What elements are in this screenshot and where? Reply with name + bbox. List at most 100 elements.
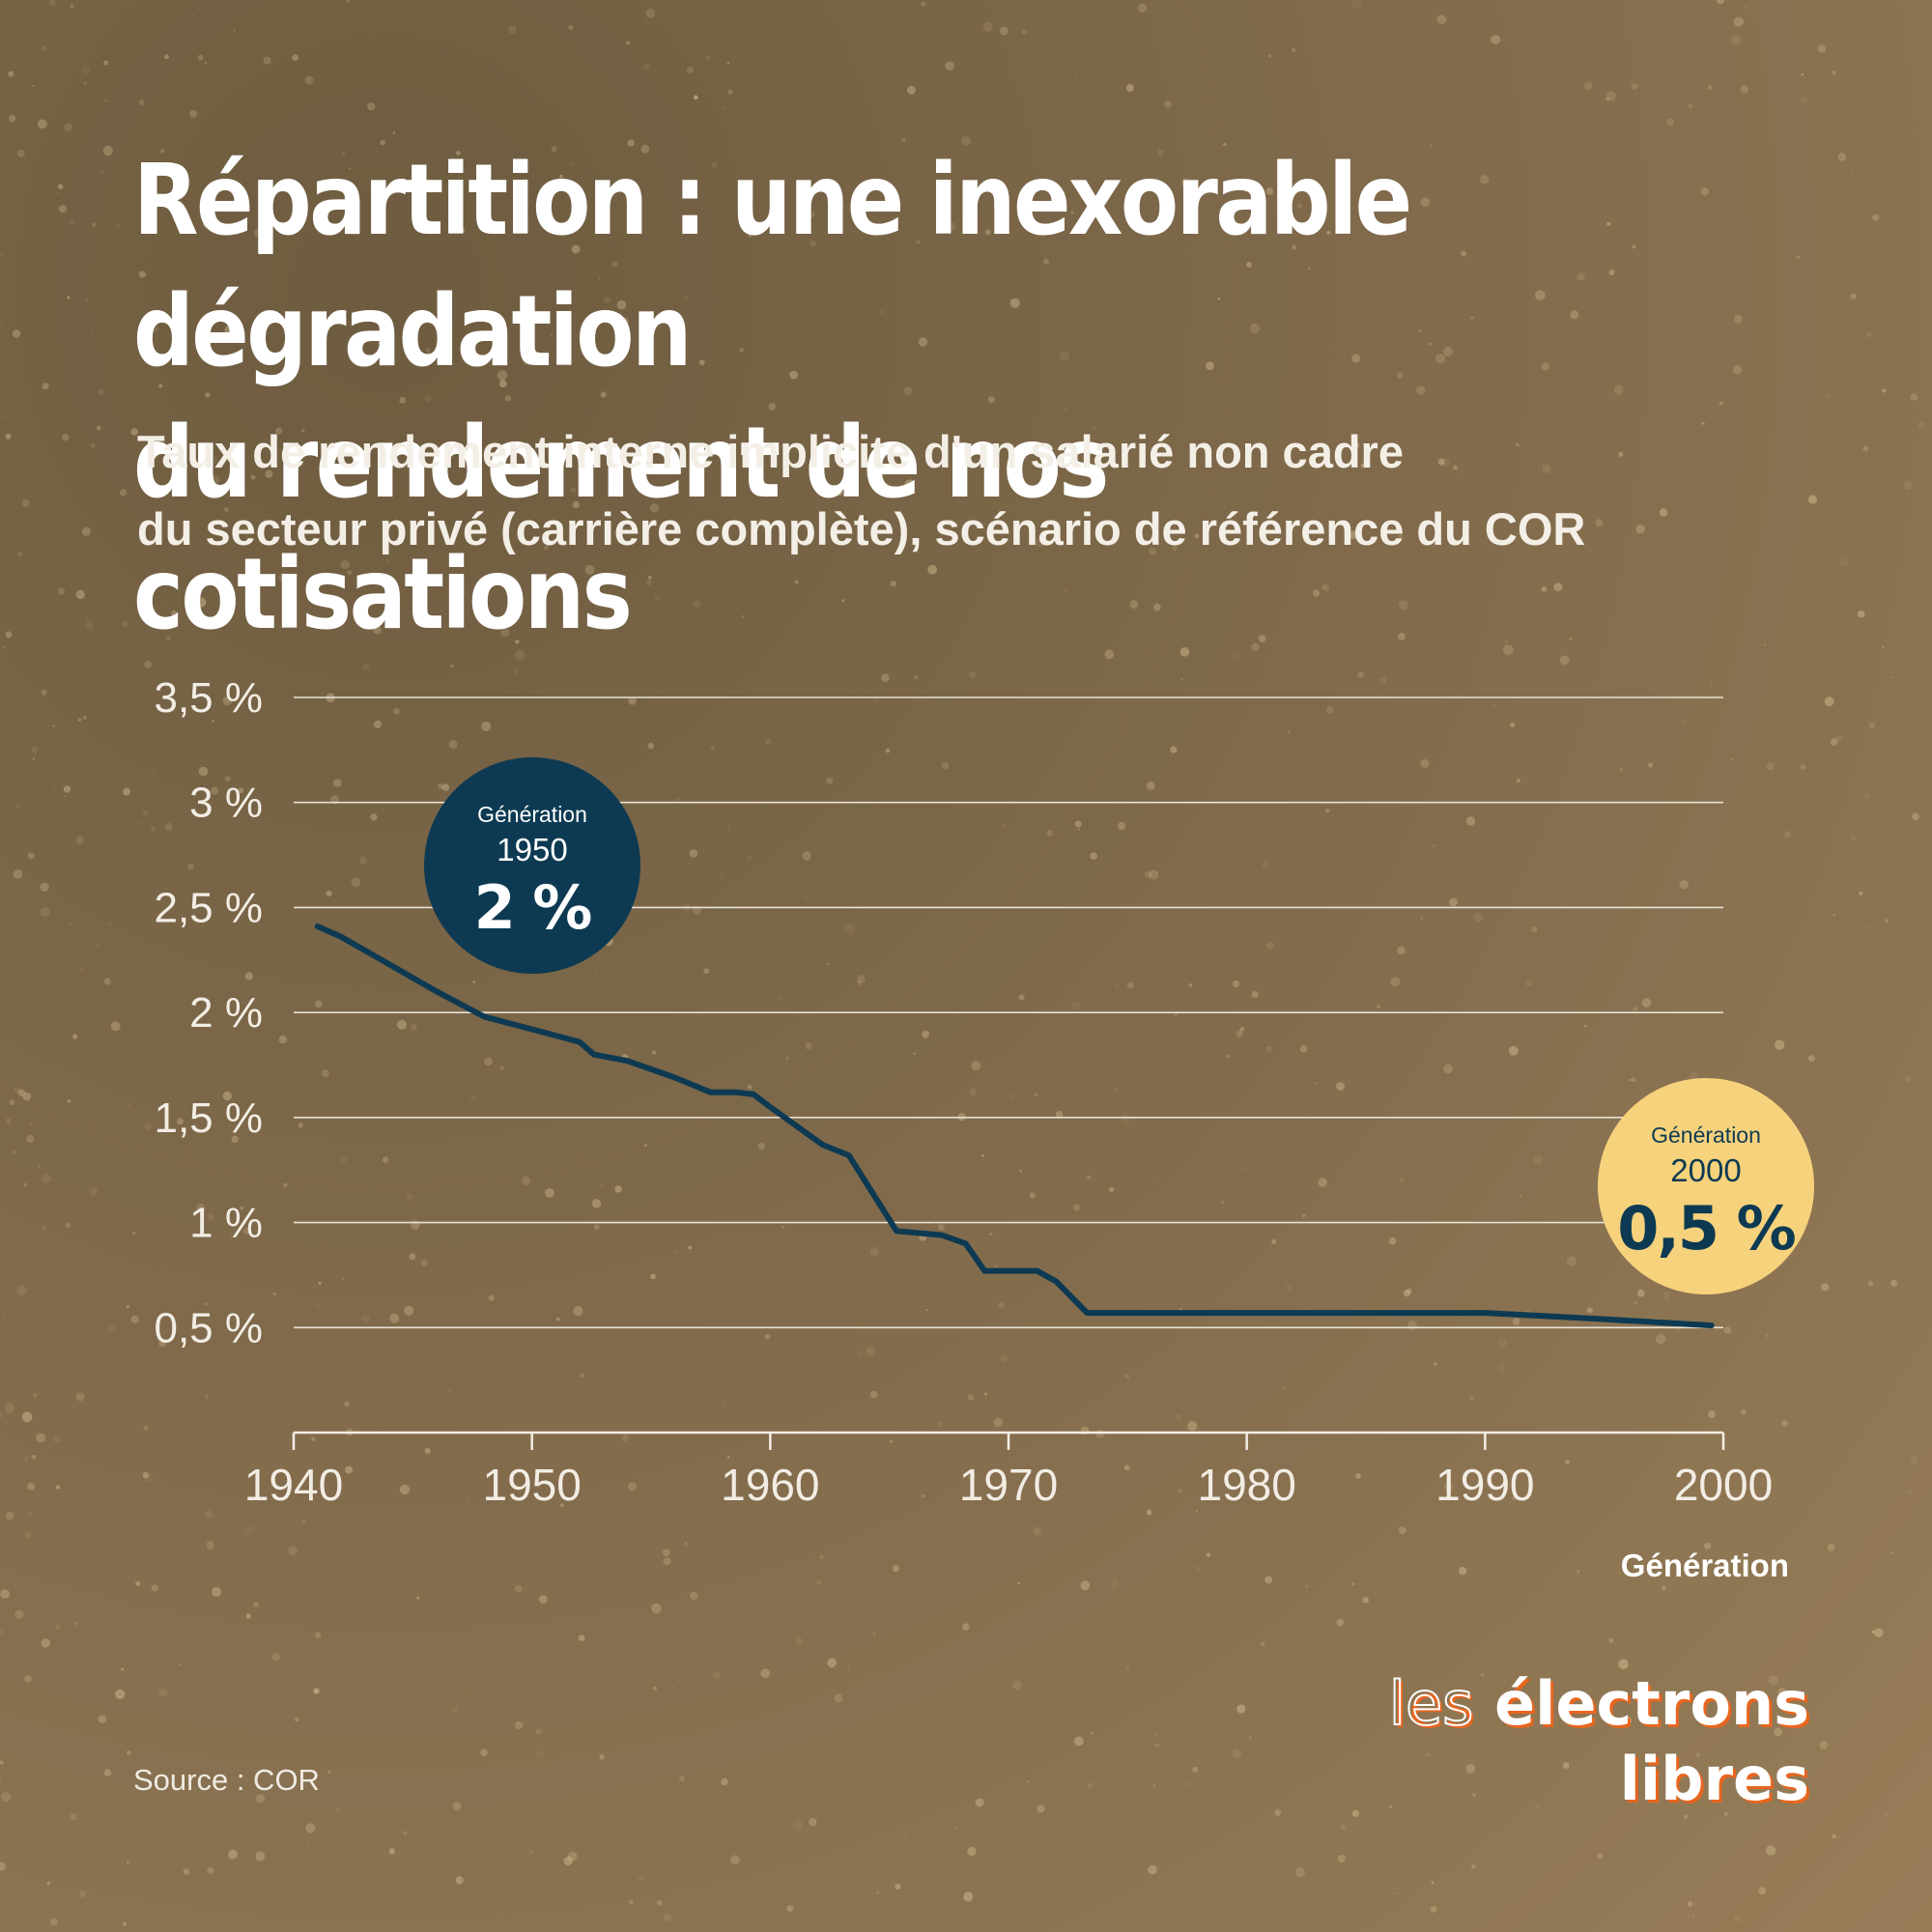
sparkle-dot bbox=[1043, 258, 1049, 265]
callout-value: 2 % bbox=[473, 872, 593, 943]
sparkle-dot bbox=[1245, 262, 1252, 268]
callout-generation-2000: Génération 2000 0,5 % bbox=[1598, 1078, 1814, 1294]
sparkle-dot bbox=[1292, 47, 1296, 53]
sparkle-dot bbox=[1009, 1094, 1015, 1099]
sparkle-dot bbox=[1707, 85, 1713, 91]
sparkle-dot bbox=[535, 1750, 545, 1759]
sparkle-dot bbox=[55, 208, 58, 211]
sparkle-dot bbox=[1903, 480, 1913, 490]
sparkle-dot bbox=[0, 1629, 4, 1634]
sparkle-dot bbox=[975, 1798, 984, 1807]
sparkle-dot bbox=[1622, 1716, 1633, 1725]
sparkle-dot bbox=[1825, 392, 1832, 399]
sparkle-dot bbox=[1236, 1030, 1243, 1037]
sparkle-dot bbox=[1732, 365, 1743, 375]
sparkle-dot bbox=[646, 192, 649, 195]
sparkle-dot bbox=[1583, 1024, 1587, 1028]
sparkle-dot bbox=[181, 1022, 185, 1026]
sparkle-dot bbox=[344, 1401, 350, 1407]
sparkle-dot bbox=[67, 296, 71, 299]
sparkle-dot bbox=[1514, 1289, 1517, 1291]
sparkle-dot bbox=[229, 1232, 237, 1239]
sparkle-dot bbox=[1398, 600, 1408, 611]
sparkle-dot bbox=[1017, 1581, 1021, 1585]
sparkle-dot bbox=[1890, 1279, 1898, 1287]
x-tick-label: 2000 bbox=[1674, 1460, 1773, 1510]
sparkle-dot bbox=[90, 443, 96, 448]
sparkle-dot bbox=[1470, 316, 1474, 320]
sparkle-dot bbox=[150, 826, 156, 832]
sparkle-dot bbox=[1429, 143, 1434, 148]
sparkle-dot bbox=[1080, 1580, 1091, 1591]
sparkle-dot bbox=[1777, 1688, 1787, 1696]
sparkle-dot bbox=[209, 455, 218, 465]
y-tick-label: 0,5 % bbox=[154, 1304, 263, 1351]
sparkle-dot bbox=[1703, 1542, 1712, 1550]
sparkle-dot bbox=[1745, 6, 1747, 9]
sparkle-dot bbox=[382, 1156, 389, 1163]
sparkle-dot bbox=[544, 545, 549, 551]
sparkle-dot bbox=[41, 1224, 47, 1231]
sparkle-dot bbox=[1314, 1082, 1317, 1085]
sparkle-dot bbox=[925, 1309, 928, 1312]
sparkle-dot bbox=[1597, 1853, 1604, 1860]
sparkle-dot bbox=[1428, 342, 1433, 346]
sparkle-dot bbox=[1688, 103, 1693, 109]
sparkle-dot bbox=[74, 1621, 79, 1626]
sparkle-dot bbox=[1379, 676, 1387, 684]
sparkle-dot bbox=[341, 152, 346, 156]
sparkle-dot bbox=[1867, 924, 1871, 928]
sparkle-dot bbox=[1906, 1488, 1914, 1495]
sparkle-dot bbox=[916, 240, 921, 244]
sparkle-dot bbox=[1436, 14, 1447, 25]
sparkle-dot bbox=[67, 1098, 71, 1103]
sparkle-dot bbox=[207, 1213, 214, 1221]
sparkle-dot bbox=[467, 1496, 470, 1499]
sparkle-dot bbox=[1154, 1743, 1159, 1747]
sparkle-dot bbox=[1, 1791, 12, 1803]
sparkle-dot bbox=[499, 1065, 505, 1070]
sparkle-dot bbox=[1586, 1307, 1593, 1314]
sparkle-dot bbox=[85, 620, 95, 630]
sparkle-dot bbox=[62, 434, 70, 441]
logo-part-les: les bbox=[1388, 1667, 1475, 1740]
sparkle-dot bbox=[1070, 211, 1074, 214]
sparkle-dot bbox=[207, 1866, 214, 1875]
sparkle-dot bbox=[253, 228, 263, 238]
sparkle-dot bbox=[0, 252, 3, 258]
sparkle-dot bbox=[404, 338, 411, 345]
sparkle-dot bbox=[1905, 1075, 1912, 1083]
x-tick-label: 1940 bbox=[244, 1460, 343, 1510]
sparkle-dot bbox=[476, 607, 482, 612]
sparkle-dot bbox=[649, 503, 660, 513]
sparkle-dot bbox=[1833, 913, 1835, 917]
sparkle-dot bbox=[0, 1760, 4, 1765]
y-tick-label: 1 % bbox=[189, 1200, 263, 1247]
sparkle-dot bbox=[1353, 1687, 1356, 1690]
sparkle-dot bbox=[459, 227, 466, 233]
sparkle-dot bbox=[1420, 917, 1424, 920]
sparkle-dot bbox=[0, 1007, 1, 1009]
sparkle-dot bbox=[8, 71, 14, 77]
sparkle-dot bbox=[1613, 384, 1624, 395]
sparkle-dot bbox=[403, 1831, 408, 1835]
sparkle-dot bbox=[1465, 816, 1476, 826]
sparkle-dot bbox=[596, 972, 598, 975]
sparkle-dot bbox=[1734, 315, 1743, 324]
logo-part-libres: libres bbox=[1619, 1744, 1809, 1814]
chart-title: Répartition : une inexorable dégradation… bbox=[133, 135, 1629, 661]
sparkle-dot bbox=[795, 1637, 804, 1646]
sparkle-dot bbox=[1837, 153, 1847, 161]
sparkle-dot bbox=[693, 600, 700, 609]
sparkle-dot bbox=[601, 1184, 604, 1187]
sparkle-dot bbox=[874, 699, 879, 704]
sparkle-dot bbox=[1784, 831, 1792, 838]
sparkle-dot bbox=[119, 489, 128, 497]
sparkle-dot bbox=[1232, 1749, 1241, 1759]
sparkle-dot bbox=[143, 1425, 149, 1431]
sparkle-dot bbox=[678, 1776, 685, 1782]
sparkle-dot bbox=[1035, 537, 1045, 548]
sparkle-dot bbox=[913, 1052, 917, 1055]
sparkle-dot bbox=[102, 145, 114, 156]
sparkle-dot bbox=[578, 1634, 585, 1641]
